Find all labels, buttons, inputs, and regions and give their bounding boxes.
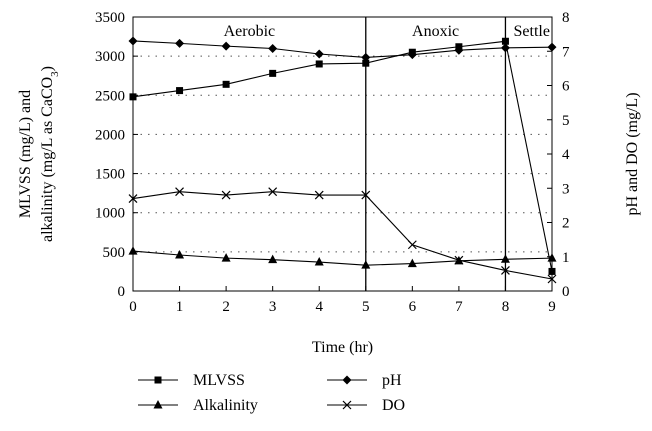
- phase-label: Anoxic: [412, 23, 459, 40]
- series-do: [129, 188, 556, 283]
- y-right-tick-label: 2: [562, 216, 570, 232]
- legend: MLVSS pH Alkalinity DO: [138, 372, 405, 414]
- series-line-do: [133, 192, 552, 279]
- series-line-mlvss: [133, 41, 552, 271]
- x-tick-label: 6: [409, 299, 417, 315]
- y-left-title-line1: MLVSS (mg/L) and: [17, 90, 34, 218]
- grid-lines: [133, 56, 552, 252]
- x-tick-label: 7: [455, 299, 463, 315]
- legend-item-do: DO: [327, 397, 405, 414]
- legend-item-mlvss: MLVSS: [138, 372, 245, 389]
- y-left-title-line2: alkalinity (mg/L as CaCO: [39, 77, 56, 242]
- x-tick-label: 4: [315, 299, 323, 315]
- x-axis-title: Time (hr): [312, 339, 373, 356]
- data-point-do: [408, 241, 416, 249]
- legend-marker-ph: [343, 376, 352, 385]
- legend-marker-alkalinity: [154, 400, 163, 409]
- y-right-tick-label: 6: [562, 79, 570, 95]
- x-tick-label: 1: [176, 299, 184, 315]
- y-left-tick-label: 500: [103, 245, 126, 261]
- y-right-tick-label: 0: [562, 284, 570, 300]
- y-left-tick-label: 1500: [95, 167, 125, 183]
- legend-label-ph: pH: [382, 372, 402, 389]
- phase-label: Aerobic: [224, 23, 276, 40]
- y-left-tick-label: 3500: [95, 10, 125, 26]
- data-point-ph: [175, 39, 184, 48]
- series-line-alkalinity: [133, 251, 552, 265]
- y-right-tick-label: 1: [562, 250, 570, 266]
- data-point-mlvss: [176, 87, 183, 94]
- legend-label-alkalinity: Alkalinity: [193, 397, 258, 414]
- legend-label-do: DO: [382, 397, 405, 414]
- series-ph: [129, 36, 557, 61]
- series-layer: [129, 36, 557, 283]
- legend-item-ph: pH: [327, 372, 402, 389]
- y-left-title-close: ): [39, 66, 56, 71]
- data-point-mlvss: [316, 60, 323, 67]
- legend-item-alkalinity: Alkalinity: [138, 397, 258, 414]
- y-right-tick-label: 4: [562, 147, 570, 163]
- series-mlvss: [130, 38, 556, 275]
- y-right-axis-title: pH and DO (mg/L): [624, 92, 641, 215]
- data-point-alkalinity: [501, 254, 510, 263]
- legend-marker-mlvss: [155, 377, 162, 384]
- y-left-tick-label: 3000: [95, 49, 125, 65]
- x-tick-label: 2: [222, 299, 230, 315]
- x-tick-label: 8: [502, 299, 510, 315]
- x-tick-label: 5: [362, 299, 370, 315]
- data-point-alkalinity: [268, 255, 277, 263]
- data-point-ph: [268, 44, 277, 53]
- series-alkalinity: [129, 246, 557, 269]
- y-left-tick-label: 0: [118, 284, 126, 300]
- y-left-tick-label: 1000: [95, 206, 125, 222]
- legend-label-mlvss: MLVSS: [193, 372, 245, 389]
- y-right-tick-label: 3: [562, 181, 570, 197]
- data-point-alkalinity: [408, 259, 417, 268]
- y-left-tick-label: 2500: [95, 88, 125, 104]
- data-point-mlvss: [223, 81, 230, 88]
- data-point-ph: [222, 42, 231, 51]
- y-right-tick-label: 8: [562, 10, 570, 26]
- y-left-axis-title-line2: alkalinity (mg/L as CaCO3): [39, 66, 61, 242]
- phase-label: Settle: [514, 23, 550, 40]
- plot-frame: [133, 17, 552, 291]
- y-right-tick-label: 5: [562, 113, 570, 129]
- data-point-ph: [315, 49, 324, 58]
- x-tick-label: 3: [269, 299, 277, 315]
- y-left-tick-label: 2000: [95, 127, 125, 143]
- x-tick-label: 9: [548, 299, 556, 315]
- y-left-axis-title: MLVSS (mg/L) and: [17, 90, 34, 218]
- data-point-alkalinity: [315, 257, 324, 266]
- y-right-tick-label: 7: [562, 44, 570, 60]
- x-tick-label: 0: [129, 299, 137, 315]
- data-point-mlvss: [269, 70, 276, 77]
